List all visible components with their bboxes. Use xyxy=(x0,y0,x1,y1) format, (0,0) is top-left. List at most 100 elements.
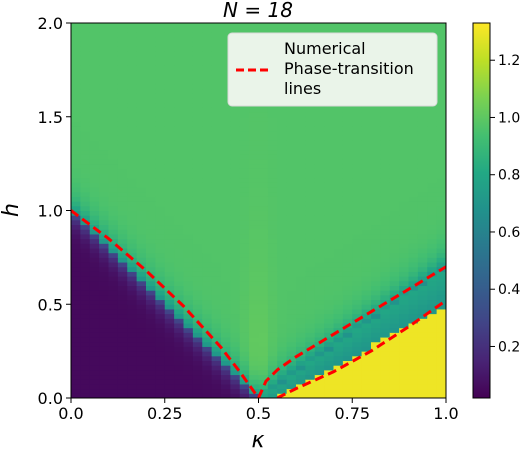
heatmap-cell xyxy=(230,182,241,188)
heatmap-cell xyxy=(127,271,138,277)
heatmap-cell xyxy=(258,173,269,179)
heatmap-cell xyxy=(249,126,260,132)
heatmap-cell xyxy=(174,32,185,38)
heatmap-cell xyxy=(239,337,250,343)
heatmap-cell xyxy=(127,196,138,202)
heatmap-cell xyxy=(249,351,260,357)
heatmap-cell xyxy=(155,252,166,258)
heatmap-cell xyxy=(361,177,372,183)
heatmap-cell xyxy=(436,294,446,301)
heatmap-cell xyxy=(408,369,419,376)
heatmap-cell xyxy=(361,355,372,361)
heatmap-cell xyxy=(342,116,353,122)
heatmap-cell xyxy=(146,327,156,333)
heatmap-cell xyxy=(305,107,316,113)
heatmap-cell xyxy=(136,210,147,216)
heatmap-cell xyxy=(342,332,353,338)
heatmap-cell xyxy=(117,196,128,202)
heatmap-cell xyxy=(361,116,372,122)
heatmap-cell xyxy=(296,201,306,207)
heatmap-cell xyxy=(324,210,335,216)
heatmap-cell xyxy=(89,23,100,29)
heatmap-cell xyxy=(314,257,325,263)
heatmap-cell xyxy=(371,224,381,230)
heatmap-cell xyxy=(164,365,175,371)
heatmap-cell xyxy=(183,323,194,329)
heatmap-cell xyxy=(371,299,381,305)
heatmap-cell xyxy=(89,233,100,240)
heatmap-cell xyxy=(99,379,110,385)
heatmap-cell xyxy=(258,360,269,366)
heatmap-cell xyxy=(89,304,100,310)
heatmap-cell xyxy=(230,126,241,132)
heatmap-cell xyxy=(202,173,213,179)
heatmap-cell xyxy=(305,351,316,357)
heatmap-cell xyxy=(174,276,185,282)
heatmap-cell xyxy=(221,383,231,390)
heatmap-cell xyxy=(146,346,156,352)
heatmap-cell xyxy=(436,365,446,371)
heatmap-cell xyxy=(155,88,166,94)
heatmap-cell xyxy=(286,294,297,301)
heatmap-cell xyxy=(314,341,325,347)
heatmap-cell xyxy=(202,140,213,146)
heatmap-cell xyxy=(389,346,400,352)
heatmap-cell xyxy=(80,388,91,394)
heatmap-cell xyxy=(174,69,185,76)
heatmap-cell xyxy=(108,243,119,249)
heatmap-cell xyxy=(286,341,297,347)
heatmap-cell xyxy=(136,205,147,211)
heatmap-cell xyxy=(89,37,100,43)
heatmap-cell xyxy=(174,323,185,329)
heatmap-cell xyxy=(333,271,344,277)
heatmap-cell xyxy=(136,308,147,315)
heatmap-cell xyxy=(174,248,185,254)
heatmap-cell xyxy=(80,177,91,183)
heatmap-cell xyxy=(361,163,372,169)
heatmap-cell xyxy=(286,365,297,371)
heatmap-cell xyxy=(164,224,175,230)
heatmap-cell xyxy=(202,187,213,193)
heatmap-cell xyxy=(417,323,428,329)
heatmap-cell xyxy=(183,365,194,371)
heatmap-cell xyxy=(239,341,250,347)
heatmap-cell xyxy=(314,346,325,352)
heatmap-cell xyxy=(89,191,100,197)
heatmap-cell xyxy=(211,262,222,268)
heatmap-cell xyxy=(164,205,175,211)
heatmap-cell xyxy=(361,262,372,268)
heatmap-cell xyxy=(342,299,353,305)
heatmap-cell xyxy=(277,346,288,352)
heatmap-cell xyxy=(436,196,446,202)
heatmap-cell xyxy=(342,280,353,286)
heatmap-cell xyxy=(324,215,335,221)
heatmap-cell xyxy=(324,346,335,352)
heatmap-cell xyxy=(239,215,250,221)
heatmap-cell xyxy=(99,383,110,390)
heatmap-cell xyxy=(436,154,446,160)
heatmap-cell xyxy=(267,346,278,352)
heatmap-cell xyxy=(108,299,119,305)
heatmap-cell xyxy=(380,360,391,366)
heatmap-cell xyxy=(417,121,428,127)
heatmap-cell xyxy=(71,229,81,235)
heatmap-cell xyxy=(352,187,363,193)
heatmap-cell xyxy=(164,219,175,226)
heatmap-cell xyxy=(427,135,438,141)
heatmap-cell xyxy=(117,388,128,394)
heatmap-cell xyxy=(333,191,344,197)
heatmap-cell xyxy=(361,346,372,352)
heatmap-cell xyxy=(408,229,419,235)
heatmap-cell xyxy=(371,271,381,277)
heatmap-cell xyxy=(342,144,353,151)
heatmap-cell xyxy=(80,257,91,263)
heatmap-cell xyxy=(314,27,325,33)
heatmap-cell xyxy=(436,158,446,165)
heatmap-cell xyxy=(314,271,325,277)
heatmap-cell xyxy=(155,229,166,235)
heatmap-cell xyxy=(408,280,419,286)
heatmap-cell xyxy=(296,388,306,394)
heatmap-cell xyxy=(117,276,128,282)
heatmap-cell xyxy=(417,23,428,29)
heatmap-cell xyxy=(136,360,147,366)
